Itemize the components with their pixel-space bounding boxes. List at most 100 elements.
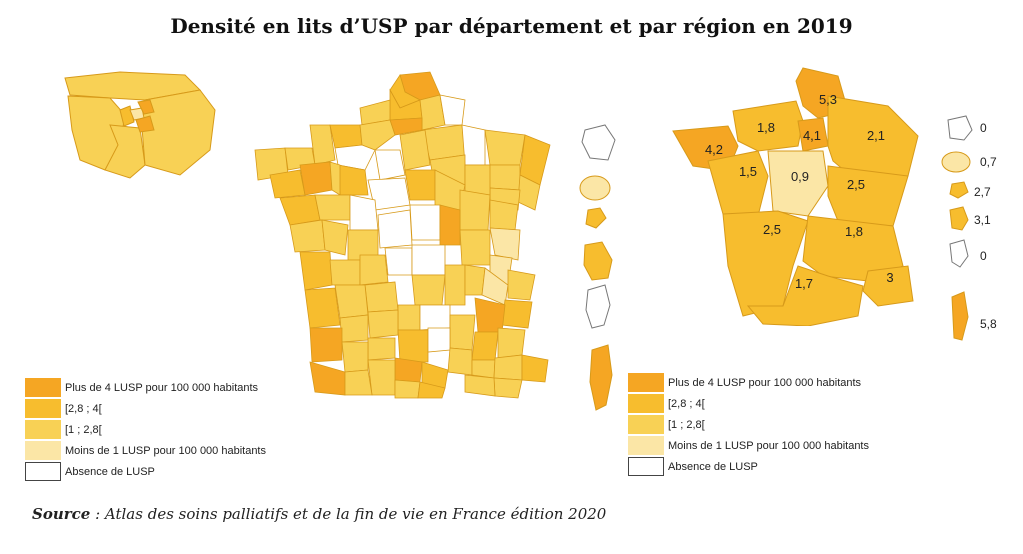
overseas-value-label: 2,7 <box>974 185 991 199</box>
dept-loire-atlantique <box>279 194 321 226</box>
dept-tarn <box>394 357 423 383</box>
overseas-value-label: 0,7 <box>980 155 997 169</box>
region-overseas-map: 0 0,7 2,7 3,1 0 5,8 <box>941 115 997 341</box>
dept-cher <box>409 204 441 241</box>
idf-dept-seine-saint-denis <box>137 99 155 115</box>
dept-rhone <box>464 264 486 296</box>
dept-loire <box>444 264 466 306</box>
dept-alpes-de-haute-provence <box>493 354 523 381</box>
dept-lot <box>367 309 399 339</box>
dept-charente <box>329 259 361 286</box>
dept-orne <box>334 144 376 171</box>
legend-regions: Plus de 4 LUSP pour 100 000 habitants [2,… <box>628 372 869 477</box>
dept-landes <box>309 327 343 363</box>
region-value-label: 2,1 <box>867 128 885 143</box>
dept-tarn-et-garonne <box>367 337 396 361</box>
overseas-value-label: 5,8 <box>980 317 997 331</box>
dept-aveyron <box>397 329 429 363</box>
legend-region-label: Plus de 4 LUSP pour 100 000 habitants <box>668 376 862 389</box>
dept-dordogne <box>334 284 369 319</box>
legend-region-swatch <box>628 373 664 392</box>
source-label: Source <box>32 505 91 523</box>
dept-ardeche <box>449 314 476 351</box>
legend-dept-swatch <box>25 462 61 481</box>
dept-puy-de-dome <box>411 274 446 306</box>
legend-region-swatch <box>628 457 664 476</box>
region-value-label: 4,2 <box>705 142 723 157</box>
idf-dept-seine-et-marne <box>141 89 216 176</box>
dept-gers <box>341 341 369 373</box>
region-corse <box>951 291 969 341</box>
dept-ariege <box>394 379 421 399</box>
legend-dept-label: Plus de 4 LUSP pour 100 000 habitants <box>65 381 259 394</box>
dept-loiret <box>404 169 436 201</box>
legend-region-label: Moins de 1 LUSP pour 100 000 habitants <box>668 439 869 452</box>
dept-corse <box>589 344 613 411</box>
legend-dept-swatch <box>25 378 61 397</box>
region-martinique <box>941 151 971 173</box>
dept-haute-savoie <box>507 269 536 301</box>
legend-dept-swatch <box>25 399 61 418</box>
legend-region-swatch <box>628 394 664 413</box>
dept-savoie <box>501 299 533 329</box>
region-nouvelle-aquitaine <box>722 210 809 317</box>
dept-reunion <box>583 241 613 281</box>
dept-indre-et-loire <box>349 194 379 231</box>
legend-region-item: Plus de 4 LUSP pour 100 000 habitants <box>628 372 869 393</box>
source-text: : Atlas des soins palliatifs et de la fi… <box>90 505 607 523</box>
dept-guyane <box>585 207 607 229</box>
dept-pyrenees-atlantiques <box>309 361 346 396</box>
dept-drome <box>471 331 499 361</box>
legend-region-label: [1 ; 2,8[ <box>668 418 705 431</box>
dept-nievre <box>439 204 461 246</box>
dept-gard <box>447 347 473 376</box>
dept-ille-et-vilaine <box>299 161 333 196</box>
dept-alpes-maritimes <box>521 354 549 383</box>
region-value-label: 5,3 <box>819 92 837 107</box>
dept-indre <box>377 209 413 249</box>
region-value-label: 1,8 <box>845 224 863 239</box>
legend-departments: Plus de 4 LUSP pour 100 000 habitants [2,… <box>25 377 266 482</box>
legend-dept-label: Absence de LUSP <box>65 465 155 478</box>
dept-doubs <box>489 227 521 261</box>
dept-cote-dor <box>459 189 491 231</box>
region-centre-val-de-loire <box>767 150 829 217</box>
dept-creuse <box>384 247 413 276</box>
overseas-value-label: 0 <box>980 249 987 263</box>
dept-deux-sevres <box>321 219 349 256</box>
dept-haute-vienne <box>359 254 389 286</box>
region-value-label: 3 <box>886 270 893 285</box>
dept-correze <box>364 281 399 313</box>
dept-aisne <box>419 94 446 131</box>
idf-dept-val-de-marne <box>135 115 155 133</box>
idf-inset-map <box>64 71 216 179</box>
region-reunion <box>949 206 969 231</box>
dept-haute-saone <box>489 199 519 231</box>
dept-aude <box>417 381 446 399</box>
legend-dept-item: Plus de 4 LUSP pour 100 000 habitants <box>25 377 266 398</box>
region-guyane <box>949 181 969 199</box>
region-normandie <box>732 100 804 152</box>
legend-dept-swatch <box>25 420 61 439</box>
region-mayotte <box>949 239 969 268</box>
region-value-label: 4,1 <box>803 128 821 143</box>
dept-moselle <box>484 129 526 166</box>
dept-lozere <box>427 327 451 353</box>
legend-dept-swatch <box>25 441 61 460</box>
region-value-label: 1,5 <box>739 164 757 179</box>
legend-dept-label: [2,8 ; 4[ <box>65 402 102 415</box>
legend-dept-item: Absence de LUSP <box>25 461 266 482</box>
legend-dept-item: Moins de 1 LUSP pour 100 000 habitants <box>25 440 266 461</box>
legend-region-item: Moins de 1 LUSP pour 100 000 habitants <box>628 435 869 456</box>
department-overseas-map <box>579 124 616 411</box>
dept-meuse <box>461 124 486 166</box>
dept-lot-et-garonne <box>339 314 369 343</box>
legend-region-label: Absence de LUSP <box>668 460 758 473</box>
legend-region-item: [2,8 ; 4[ <box>628 393 869 414</box>
region-value-label: 2,5 <box>763 222 781 237</box>
dept-morbihan <box>269 169 306 199</box>
region-occitanie <box>746 265 864 326</box>
dept-mayotte <box>585 284 611 329</box>
dept-seine-et-marne-main <box>399 129 431 171</box>
dept-eure-et-loir <box>374 149 406 181</box>
